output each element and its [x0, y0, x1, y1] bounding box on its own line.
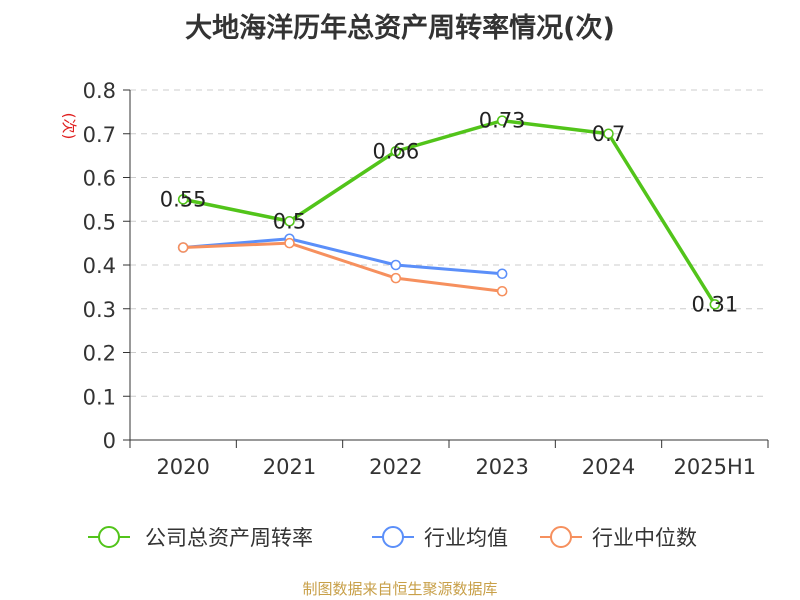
- series-line: [183, 241, 503, 293]
- data-point: [709, 299, 721, 310]
- data-point: [284, 237, 295, 249]
- y-tick-label: 0.4: [83, 254, 116, 278]
- data-point: [284, 215, 295, 227]
- legend-label: 行业中位数: [592, 526, 697, 550]
- y-tick-label: 0.8: [83, 79, 116, 103]
- data-label: 0.66: [372, 139, 419, 163]
- data-point: [496, 268, 508, 280]
- data-label: 0.31: [691, 292, 738, 316]
- y-tick-label: 0.5: [83, 210, 116, 234]
- data-point: [177, 242, 189, 253]
- legend-marker: [382, 526, 404, 548]
- y-axis-unit-label: (次): [60, 113, 78, 140]
- data-source-note: 制图数据来自恒生聚源数据库: [302, 580, 498, 598]
- y-tick-label: 0.7: [83, 123, 116, 147]
- data-label: 0.7: [592, 122, 625, 146]
- legend-item: 行业均值: [372, 526, 508, 550]
- data-label: 0.73: [479, 109, 526, 133]
- data-point: [496, 115, 508, 126]
- series-line: [182, 118, 717, 306]
- x-tick-label: 2024: [582, 455, 635, 479]
- legend-label: 公司总资产周转率: [145, 526, 313, 550]
- legend-label: 行业均值: [424, 526, 508, 550]
- data-point: [603, 128, 614, 140]
- y-tick-label: 0.1: [83, 385, 116, 409]
- x-tick-label: 2022: [369, 455, 422, 479]
- series-1: [177, 233, 508, 280]
- series-line: [183, 237, 503, 276]
- legend-marker: [98, 526, 120, 548]
- y-tick-label: 0: [103, 429, 116, 453]
- data-point: [177, 194, 189, 205]
- data-point: [390, 272, 402, 284]
- legend-marker: [550, 526, 572, 548]
- gridlines: 0 0.1 0.2 0.3 0.4 0.5 0.6 0.7 0.8: [83, 79, 768, 453]
- series-2: [177, 237, 508, 297]
- x-tick-label: 2020: [156, 455, 209, 479]
- y-tick-label: 0.3: [83, 298, 116, 322]
- legend-item: 行业中位数: [540, 526, 697, 550]
- series-0: [177, 115, 721, 310]
- data-label: 0.55: [160, 187, 207, 211]
- data-point: [496, 285, 508, 297]
- x-tick-label: 2021: [263, 455, 316, 479]
- y-tick-label: 0.6: [83, 167, 116, 191]
- data-point: [390, 259, 402, 271]
- y-tick-label: 0.2: [83, 342, 116, 366]
- x-tick-label: 2025H1: [674, 455, 757, 479]
- legend-item: 公司总资产周转率: [88, 526, 313, 550]
- x-tick-label: 2023: [475, 455, 528, 479]
- data-point: [390, 145, 402, 157]
- chart-title: 大地海洋历年总资产周转率情况(次): [185, 13, 615, 44]
- data-label: 0.5: [273, 209, 306, 233]
